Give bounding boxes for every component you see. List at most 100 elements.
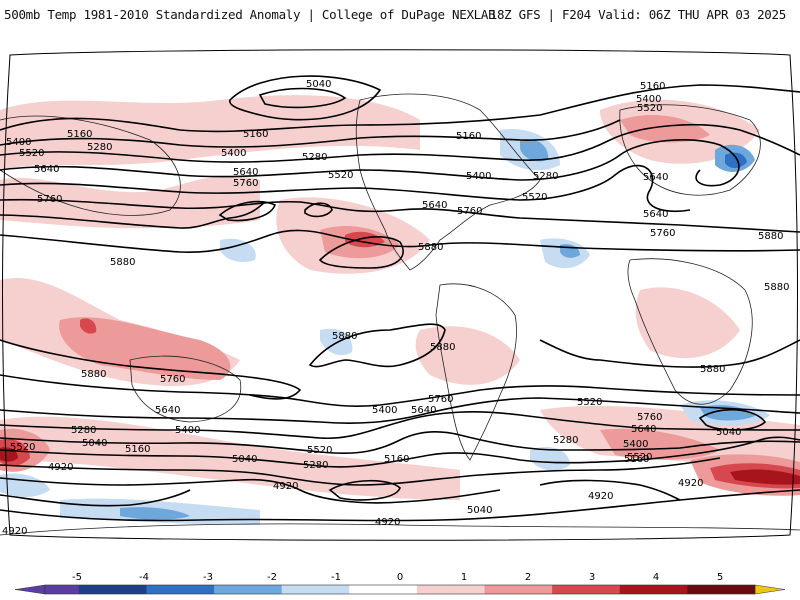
contour-label: 5400 — [221, 148, 246, 159]
contour-label: 5040 — [232, 454, 257, 465]
contour-label: 5400 — [6, 137, 31, 148]
contour-label: 5640 — [422, 200, 447, 211]
legend-swatch — [687, 585, 722, 594]
contour-line — [0, 430, 800, 455]
contour-label: 5040 — [82, 438, 107, 449]
contour-line — [0, 489, 191, 507]
legend-outline — [44, 584, 756, 595]
contour-label: 5520 — [10, 442, 35, 453]
contour-label: 5880 — [418, 242, 443, 253]
legend-swatch — [552, 585, 587, 594]
contour-label: 5520 — [19, 148, 44, 159]
coastline-africa — [627, 258, 753, 405]
anomaly-patch — [530, 446, 570, 471]
contour-label: 5880 — [110, 257, 135, 268]
legend-label: -5 — [72, 572, 82, 583]
anomaly-patch — [635, 287, 740, 359]
contour-line — [0, 229, 800, 253]
contour-line — [0, 411, 800, 440]
contour-label: 5640 — [631, 424, 656, 435]
contour-label: 5760 — [160, 374, 185, 385]
anomaly-patch — [0, 95, 420, 170]
contour-label: 5520 — [307, 445, 332, 456]
contour-label: 5520 — [627, 452, 652, 463]
legend-swatch — [383, 585, 418, 594]
contour-line — [318, 236, 404, 269]
map-header: 500mb Temp 1981-2010 Standardized Anomal… — [0, 0, 800, 28]
contour-label: 4920 — [48, 462, 73, 473]
contour-label: 5760 — [37, 194, 62, 205]
legend-bar — [14, 584, 786, 595]
legend-label: 2 — [525, 572, 531, 583]
contour-label: 5280 — [533, 171, 558, 182]
contour-line — [0, 339, 302, 400]
legend-labels: -5 -4 -3 -2 -1 0 1 2 3 4 5 — [72, 572, 723, 583]
contour-label: 5400 — [623, 439, 648, 450]
contour-label: 5280 — [87, 142, 112, 153]
contour-line — [0, 164, 691, 213]
contour-line — [0, 84, 800, 133]
contour-label: 5640 — [155, 405, 180, 416]
contour-label: 5880 — [81, 369, 106, 380]
contour-label: 5040 — [467, 505, 492, 516]
anomaly-patch — [725, 152, 747, 169]
legend-swatch — [78, 585, 114, 594]
contour-label: 5760 — [650, 228, 675, 239]
anomaly-patch — [59, 317, 231, 380]
legend-swatch — [450, 585, 486, 594]
legend-swatch — [281, 585, 316, 594]
contour-line — [539, 339, 800, 368]
map-title: 500mb Temp 1981-2010 Standardized Anomal… — [4, 7, 496, 22]
contour-line — [539, 479, 681, 501]
contour-line — [218, 200, 277, 222]
contour-line — [0, 198, 800, 233]
contour-label: 5280 — [71, 425, 96, 436]
coastline-south-america — [435, 283, 517, 461]
legend-swatch — [518, 585, 553, 594]
anomaly-patch — [120, 507, 190, 520]
contour-label: 5160 — [456, 131, 481, 142]
contour-label: 5640 — [643, 209, 668, 220]
contour-label: 4920 — [273, 481, 298, 492]
contour-line — [0, 124, 800, 163]
contour-line — [0, 119, 621, 148]
contour-label: 5280 — [553, 435, 578, 446]
legend-label: 5 — [717, 572, 723, 583]
contour-label: 5520 — [522, 192, 547, 203]
contour-line — [0, 457, 721, 486]
legend-swatch — [214, 585, 249, 594]
contour-line — [304, 202, 333, 218]
contour-label: 5880 — [758, 231, 783, 242]
legend-swatch — [653, 585, 688, 594]
contour-line — [698, 408, 767, 431]
contour-label: 5280 — [302, 152, 327, 163]
contour-label: 5760 — [457, 206, 482, 217]
coastline-antarctica — [0, 523, 800, 536]
contour-label: 5760 — [637, 412, 662, 423]
contour-label: 5400 — [372, 405, 397, 416]
legend-label: 3 — [589, 572, 595, 583]
anomaly-patch — [520, 139, 549, 162]
contour-line — [328, 479, 401, 501]
legend-label: 1 — [461, 572, 467, 583]
contour-line — [258, 87, 347, 109]
coastline-australia — [129, 355, 242, 423]
legend-label: 0 — [397, 572, 403, 583]
contour-label: 4920 — [678, 478, 703, 489]
contour-label: 5520 — [637, 103, 662, 114]
contour-label: 5160 — [384, 454, 409, 465]
contour-label: 5280 — [303, 460, 328, 471]
contour-label: 5520 — [328, 170, 353, 181]
contour-line — [0, 477, 501, 504]
anomaly-patch — [620, 115, 710, 143]
contour-label: 5880 — [764, 282, 789, 293]
anomaly-patch — [415, 326, 520, 385]
contour-label: 4920 — [2, 526, 27, 537]
height-contours — [0, 75, 800, 522]
contour-label: 4920 — [588, 491, 613, 502]
anomaly-patch — [0, 175, 260, 229]
contour-label: 5520 — [577, 397, 602, 408]
contour-labels: 5040 5160 5400 5520 5160 5160 5160 5400 … — [2, 79, 789, 537]
legend-label: -2 — [267, 572, 277, 583]
legend-swatch — [721, 585, 756, 594]
